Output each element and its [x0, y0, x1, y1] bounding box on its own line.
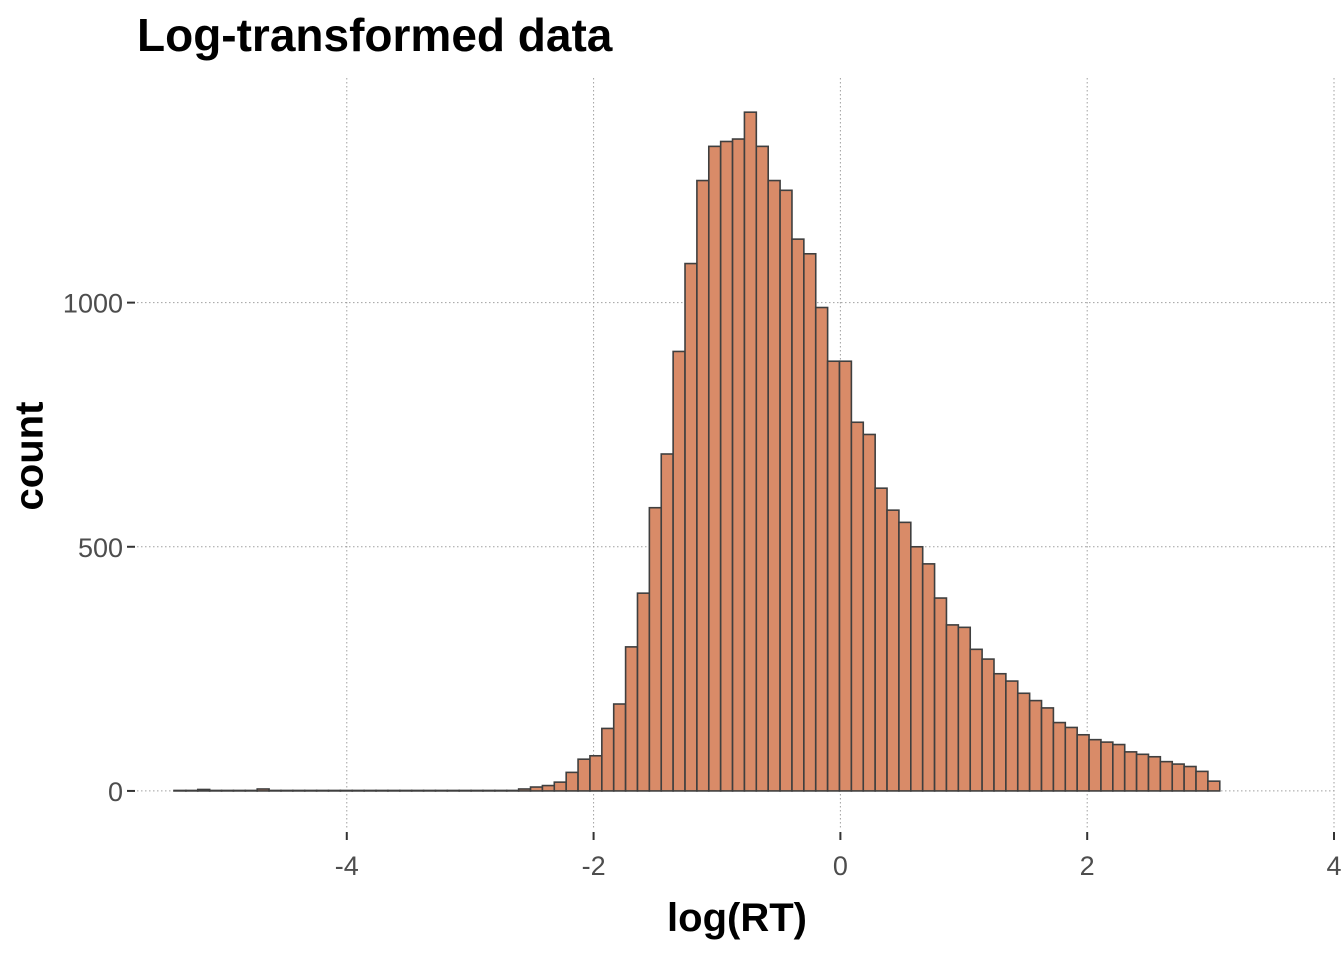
histogram-bar [541, 784, 556, 792]
histogram-bar [1028, 699, 1043, 792]
histogram-bar [1207, 780, 1221, 792]
histogram-bar [1076, 733, 1090, 792]
y-tick-label: 0 [108, 777, 123, 807]
histogram-bar [1147, 755, 1162, 792]
histogram-bar [850, 421, 865, 792]
histogram-bar [1112, 743, 1126, 792]
histogram-bar [1040, 707, 1055, 792]
y-tick-label: 500 [78, 533, 123, 563]
histogram-bar [791, 238, 805, 792]
histogram-bar [196, 788, 211, 792]
x-axis-title: log(RT) [667, 896, 807, 940]
histogram-bar [814, 306, 829, 792]
histogram-bars [173, 111, 1221, 792]
histogram-bar [945, 624, 960, 792]
histogram-bar [731, 138, 746, 792]
x-axis-ticks: -4 -2 0 2 4 [335, 832, 1342, 881]
chart-title: Log-transformed data [137, 9, 613, 61]
histogram-bar [636, 592, 651, 792]
histogram-bar [767, 179, 781, 792]
histogram-bar [553, 781, 567, 792]
histogram-bar [1183, 765, 1197, 792]
histogram-bar [624, 646, 639, 792]
histogram-bar [577, 758, 591, 792]
histogram-bar [779, 189, 793, 792]
histogram-bar [933, 597, 948, 792]
histogram-bar [1005, 680, 1019, 792]
histogram-bar [719, 140, 734, 792]
histogram-bar [601, 727, 615, 792]
x-tick-label: -4 [335, 851, 359, 881]
x-tick-label: 2 [1080, 851, 1095, 881]
histogram-bar [672, 350, 686, 792]
histogram-bar [517, 788, 532, 792]
histogram-bar [838, 360, 853, 792]
histogram-bar [565, 771, 579, 792]
y-axis-ticks: 0 500 1000 [63, 289, 135, 807]
histogram-bar [696, 179, 710, 792]
histogram-bar [957, 626, 972, 792]
histogram-bar [921, 563, 936, 792]
histogram-bar [826, 360, 841, 792]
histogram-bar [1100, 741, 1114, 792]
histogram-bar [755, 145, 770, 792]
x-tick-label: 0 [833, 851, 848, 881]
histogram-bar [1159, 760, 1174, 792]
histogram-bar [1171, 763, 1185, 792]
histogram-bar [1052, 721, 1067, 792]
histogram-bar [612, 703, 627, 792]
histogram-bar [256, 788, 270, 792]
y-axis-title: count [7, 401, 52, 511]
histogram-bar [1064, 726, 1078, 792]
histogram-bar [1016, 692, 1031, 792]
y-tick-label: 1000 [63, 289, 123, 319]
histogram-bar [529, 786, 544, 792]
histogram-bar [886, 509, 900, 792]
histogram-bar [743, 111, 758, 792]
histogram-bar [1088, 738, 1102, 792]
histogram-bar [969, 648, 983, 792]
histogram-bar [910, 545, 924, 792]
histogram-bar [981, 658, 995, 792]
histogram-bar [803, 252, 817, 792]
histogram-bar [660, 453, 674, 792]
histogram-bar [898, 521, 912, 792]
histogram-bar [862, 433, 876, 792]
x-tick-label: -2 [582, 851, 606, 881]
histogram-bar [1135, 753, 1150, 792]
histogram-bar [874, 487, 888, 792]
histogram-bar [648, 506, 663, 792]
x-tick-label: 4 [1326, 851, 1341, 881]
histogram-bar [589, 754, 603, 792]
histogram-bar [707, 145, 722, 792]
histogram-bar [684, 262, 698, 792]
histogram-bar [1195, 770, 1209, 792]
histogram-bar [1123, 751, 1138, 792]
histogram-bar [993, 672, 1007, 792]
